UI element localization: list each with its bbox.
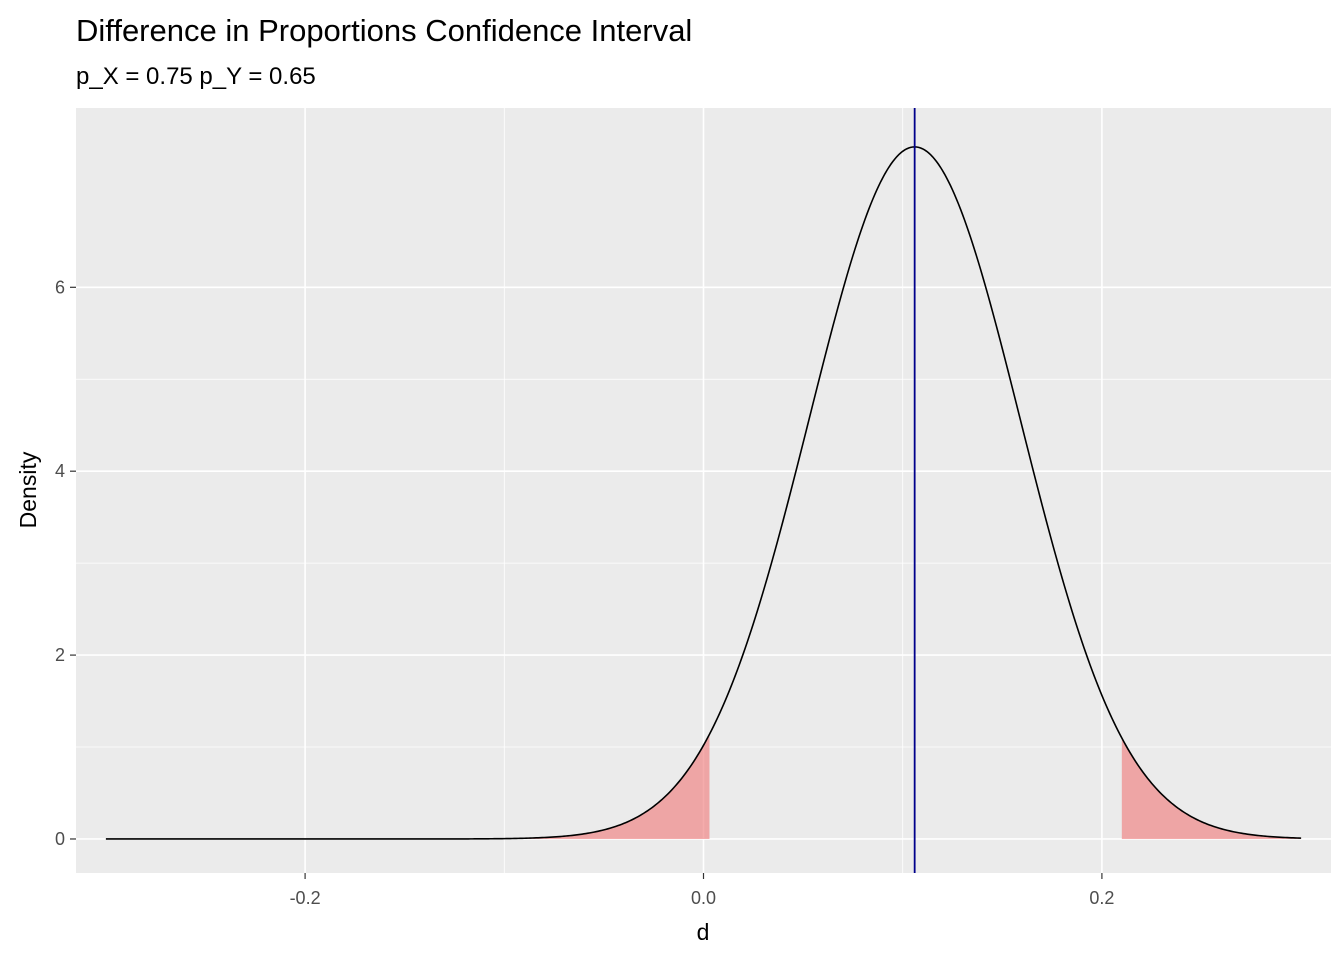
y-axis-ticks: 0 2 4 6 — [55, 277, 76, 849]
y-tick-label: 6 — [55, 277, 65, 297]
density-curve — [105, 146, 1302, 840]
chart-subtitle: p_X = 0.75 p_Y = 0.65 — [76, 63, 316, 90]
shaded-tails — [504, 734, 1302, 839]
x-tick-label: 0.0 — [691, 888, 716, 908]
chart-title: Difference in Proportions Confidence Int… — [76, 13, 692, 48]
x-axis-ticks: -0.2 0.0 0.2 — [290, 873, 1114, 908]
x-tick-label: 0.2 — [1089, 888, 1114, 908]
x-axis-title: d — [697, 919, 710, 945]
y-tick-label: 4 — [55, 461, 65, 481]
y-tick-label: 0 — [55, 829, 65, 849]
shaded-tail-area — [1121, 738, 1302, 839]
y-tick-label: 2 — [55, 645, 65, 665]
shaded-tail-area — [504, 734, 710, 839]
x-tick-label: -0.2 — [290, 888, 321, 908]
y-axis-title: Density — [15, 451, 41, 528]
